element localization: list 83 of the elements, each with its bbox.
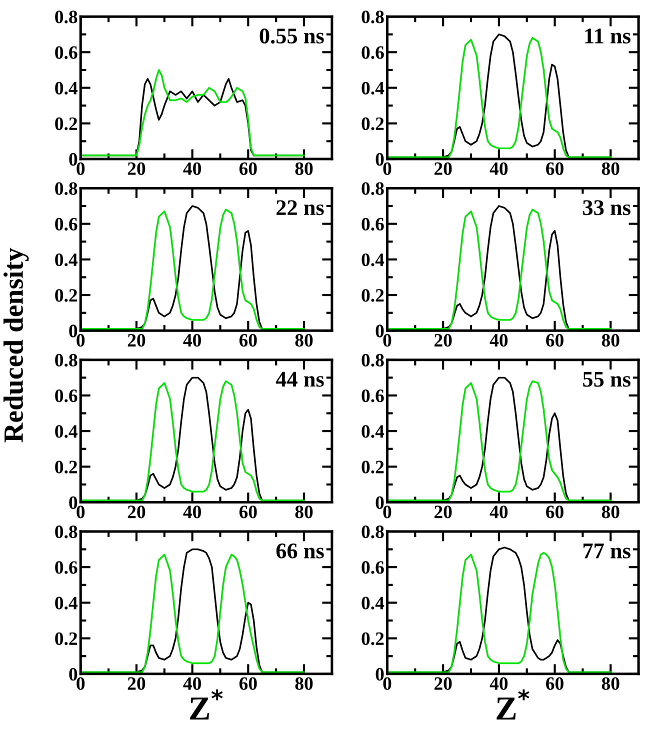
y-tick-label: 0 (376, 668, 384, 681)
y-tick-label: 0.8 (55, 10, 78, 24)
y-tick-label: 0 (376, 324, 384, 338)
y-tick-label: 0.6 (55, 561, 78, 574)
x-tick-label: 20 (434, 677, 452, 690)
y-tick-label: 0.8 (362, 10, 384, 24)
x-tick-label: 80 (602, 506, 620, 518)
y-tick-label: 0.8 (55, 526, 78, 538)
y-tick-label: 0.6 (362, 561, 384, 574)
y-tick-label: 0.8 (362, 182, 384, 195)
x-tick-label: 60 (546, 162, 564, 175)
x-tick-label: 40 (490, 677, 508, 690)
annotation: 22 ns (276, 200, 324, 216)
x-tick-label: 40 (490, 334, 508, 347)
y-tick-label: 0 (69, 324, 78, 338)
y-tick-label: 0.6 (55, 390, 78, 402)
x-tick-label: 60 (239, 677, 257, 690)
y-tick-label: 0 (69, 668, 78, 681)
y-tick-label: 0.4 (55, 82, 78, 95)
y-axis-title: Reduced density (3, 248, 29, 442)
x-tick-label: 20 (434, 334, 452, 347)
x-tick-label: 40 (490, 506, 508, 518)
y-tick-label: 0.2 (55, 117, 78, 130)
x-tick-label: 80 (602, 677, 620, 690)
annotation: 11 ns (585, 28, 630, 44)
annotation: 33 ns (583, 200, 630, 216)
y-tick-label: 0.4 (55, 253, 78, 266)
x-tick-label: 40 (183, 162, 201, 175)
x-tick-label: 20 (128, 506, 146, 518)
y-tick-label: 0.2 (362, 117, 384, 130)
x-tick-label: 60 (546, 334, 564, 347)
y-tick-label: 0.6 (55, 46, 78, 59)
x-tick-label: 60 (546, 677, 564, 690)
y-tick-label: 0.8 (55, 182, 78, 195)
x-tick-label: 60 (546, 506, 564, 518)
y-tick-label: 0.4 (362, 425, 384, 438)
y-tick-label: 0.6 (362, 46, 384, 59)
x-tick-label: 80 (602, 334, 620, 347)
y-tick-label: 0.4 (55, 596, 78, 610)
y-tick-label: 0.2 (55, 289, 78, 302)
x-tick-label: 40 (490, 162, 508, 175)
y-tick-label: 0.6 (362, 390, 384, 402)
y-tick-label: 0 (376, 496, 384, 509)
y-tick-label: 0.4 (362, 253, 384, 266)
x-tick-label: 80 (602, 162, 620, 175)
y-tick-label: 0.2 (55, 460, 78, 474)
x-tick-label: 20 (434, 506, 452, 518)
y-tick-label: 0.8 (362, 354, 384, 367)
x-tick-label: 20 (128, 677, 146, 690)
annotation: 44 ns (276, 372, 324, 387)
x-axis-title: Z$^{*}$ (190, 689, 223, 720)
annotation: 66 ns (276, 543, 324, 558)
annotation: 0.55 ns (260, 28, 324, 44)
y-tick-label: 0 (69, 153, 78, 166)
x-tick-label: 80 (295, 506, 313, 518)
y-tick-label: 0.2 (362, 289, 384, 302)
x-tick-label: 20 (128, 162, 146, 175)
x-tick-label: 40 (183, 506, 201, 518)
y-tick-label: 0.2 (362, 460, 384, 474)
x-axis-title: Z$^{*}$ (496, 689, 530, 720)
y-tick-label: 0 (69, 496, 78, 509)
x-tick-label: 20 (128, 334, 146, 347)
y-tick-label: 0.4 (362, 82, 384, 95)
y-tick-label: 0.6 (55, 218, 78, 231)
y-tick-label: 0.4 (362, 596, 384, 610)
y-tick-label: 0.8 (55, 354, 78, 367)
x-tick-label: 40 (183, 334, 201, 347)
x-tick-label: 80 (295, 677, 313, 690)
y-tick-label: 0.6 (362, 218, 384, 231)
annotation: 77 ns (583, 544, 630, 558)
y-tick-label: 0 (376, 153, 384, 166)
annotation: 55 ns (583, 372, 630, 387)
x-tick-label: 80 (295, 162, 313, 175)
y-tick-label: 0.2 (362, 632, 384, 646)
x-tick-label: 40 (183, 677, 201, 690)
y-tick-label: 0.4 (55, 425, 78, 438)
y-tick-label: 0.8 (362, 526, 384, 538)
x-tick-label: 80 (295, 334, 313, 347)
x-tick-label: 20 (434, 162, 452, 175)
x-tick-label: 60 (239, 506, 257, 518)
y-tick-label: 0.2 (55, 632, 78, 646)
x-tick-label: 60 (239, 334, 257, 347)
x-tick-label: 60 (239, 162, 257, 175)
